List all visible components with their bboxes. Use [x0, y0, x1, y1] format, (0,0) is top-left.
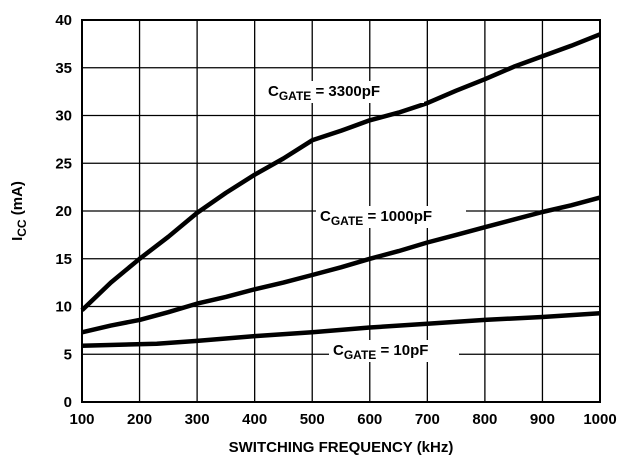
x-tick-label: 1000 [583, 411, 616, 428]
series-label-1: CGATE = 1000pF [320, 208, 432, 228]
plot-frame [81, 19, 601, 403]
x-tick-label: 600 [357, 411, 382, 428]
y-tick-label: 25 [55, 155, 72, 172]
y-tick-label: 35 [55, 60, 72, 77]
x-tick-label: 700 [415, 411, 440, 428]
y-tick-label: 30 [55, 108, 72, 125]
y-axis-title-sub: CC [15, 219, 29, 237]
x-tick-label: 300 [185, 411, 210, 428]
x-tick-label: 900 [530, 411, 555, 428]
x-tick-label: 400 [242, 411, 267, 428]
series-label-background [316, 206, 466, 228]
y-tick-label: 10 [55, 299, 72, 316]
series-label-2: CGATE = 10pF [333, 342, 428, 362]
y-tick-label: 5 [64, 346, 72, 363]
series-line-1 [81, 195, 601, 335]
series-label-background [329, 340, 459, 362]
x-tick-labels: 100 200 300 400 500 600 700 800 900 1000 [69, 411, 616, 428]
series-labels: CGATE = 3300pF CGATE = 1000pF CGATE = 10pF [264, 81, 466, 362]
y-tick-labels: 0 5 10 15 20 25 30 35 40 [55, 12, 72, 411]
x-axis-title: SWITCHING FREQUENCY (kHz) [229, 439, 454, 456]
x-tick-label: 100 [69, 411, 94, 428]
series-line-2 [81, 310, 601, 348]
y-tick-label: 40 [55, 12, 72, 29]
series-line-0 [80, 32, 601, 312]
y-axis-title-rest: (mA) [9, 181, 26, 219]
x-tick-label: 800 [472, 411, 497, 428]
y-tick-label: 20 [55, 203, 72, 220]
series-label-background [264, 81, 424, 103]
y-tick-label: 0 [64, 394, 72, 411]
y-tick-label: 15 [55, 251, 72, 268]
curves [80, 32, 601, 348]
y-axis-title: ICC (mA) [9, 181, 29, 241]
y-axis-title-main: I [9, 237, 26, 241]
x-tick-label: 500 [300, 411, 325, 428]
series-label-0: CGATE = 3300pF [268, 83, 380, 103]
x-tick-label: 200 [127, 411, 152, 428]
